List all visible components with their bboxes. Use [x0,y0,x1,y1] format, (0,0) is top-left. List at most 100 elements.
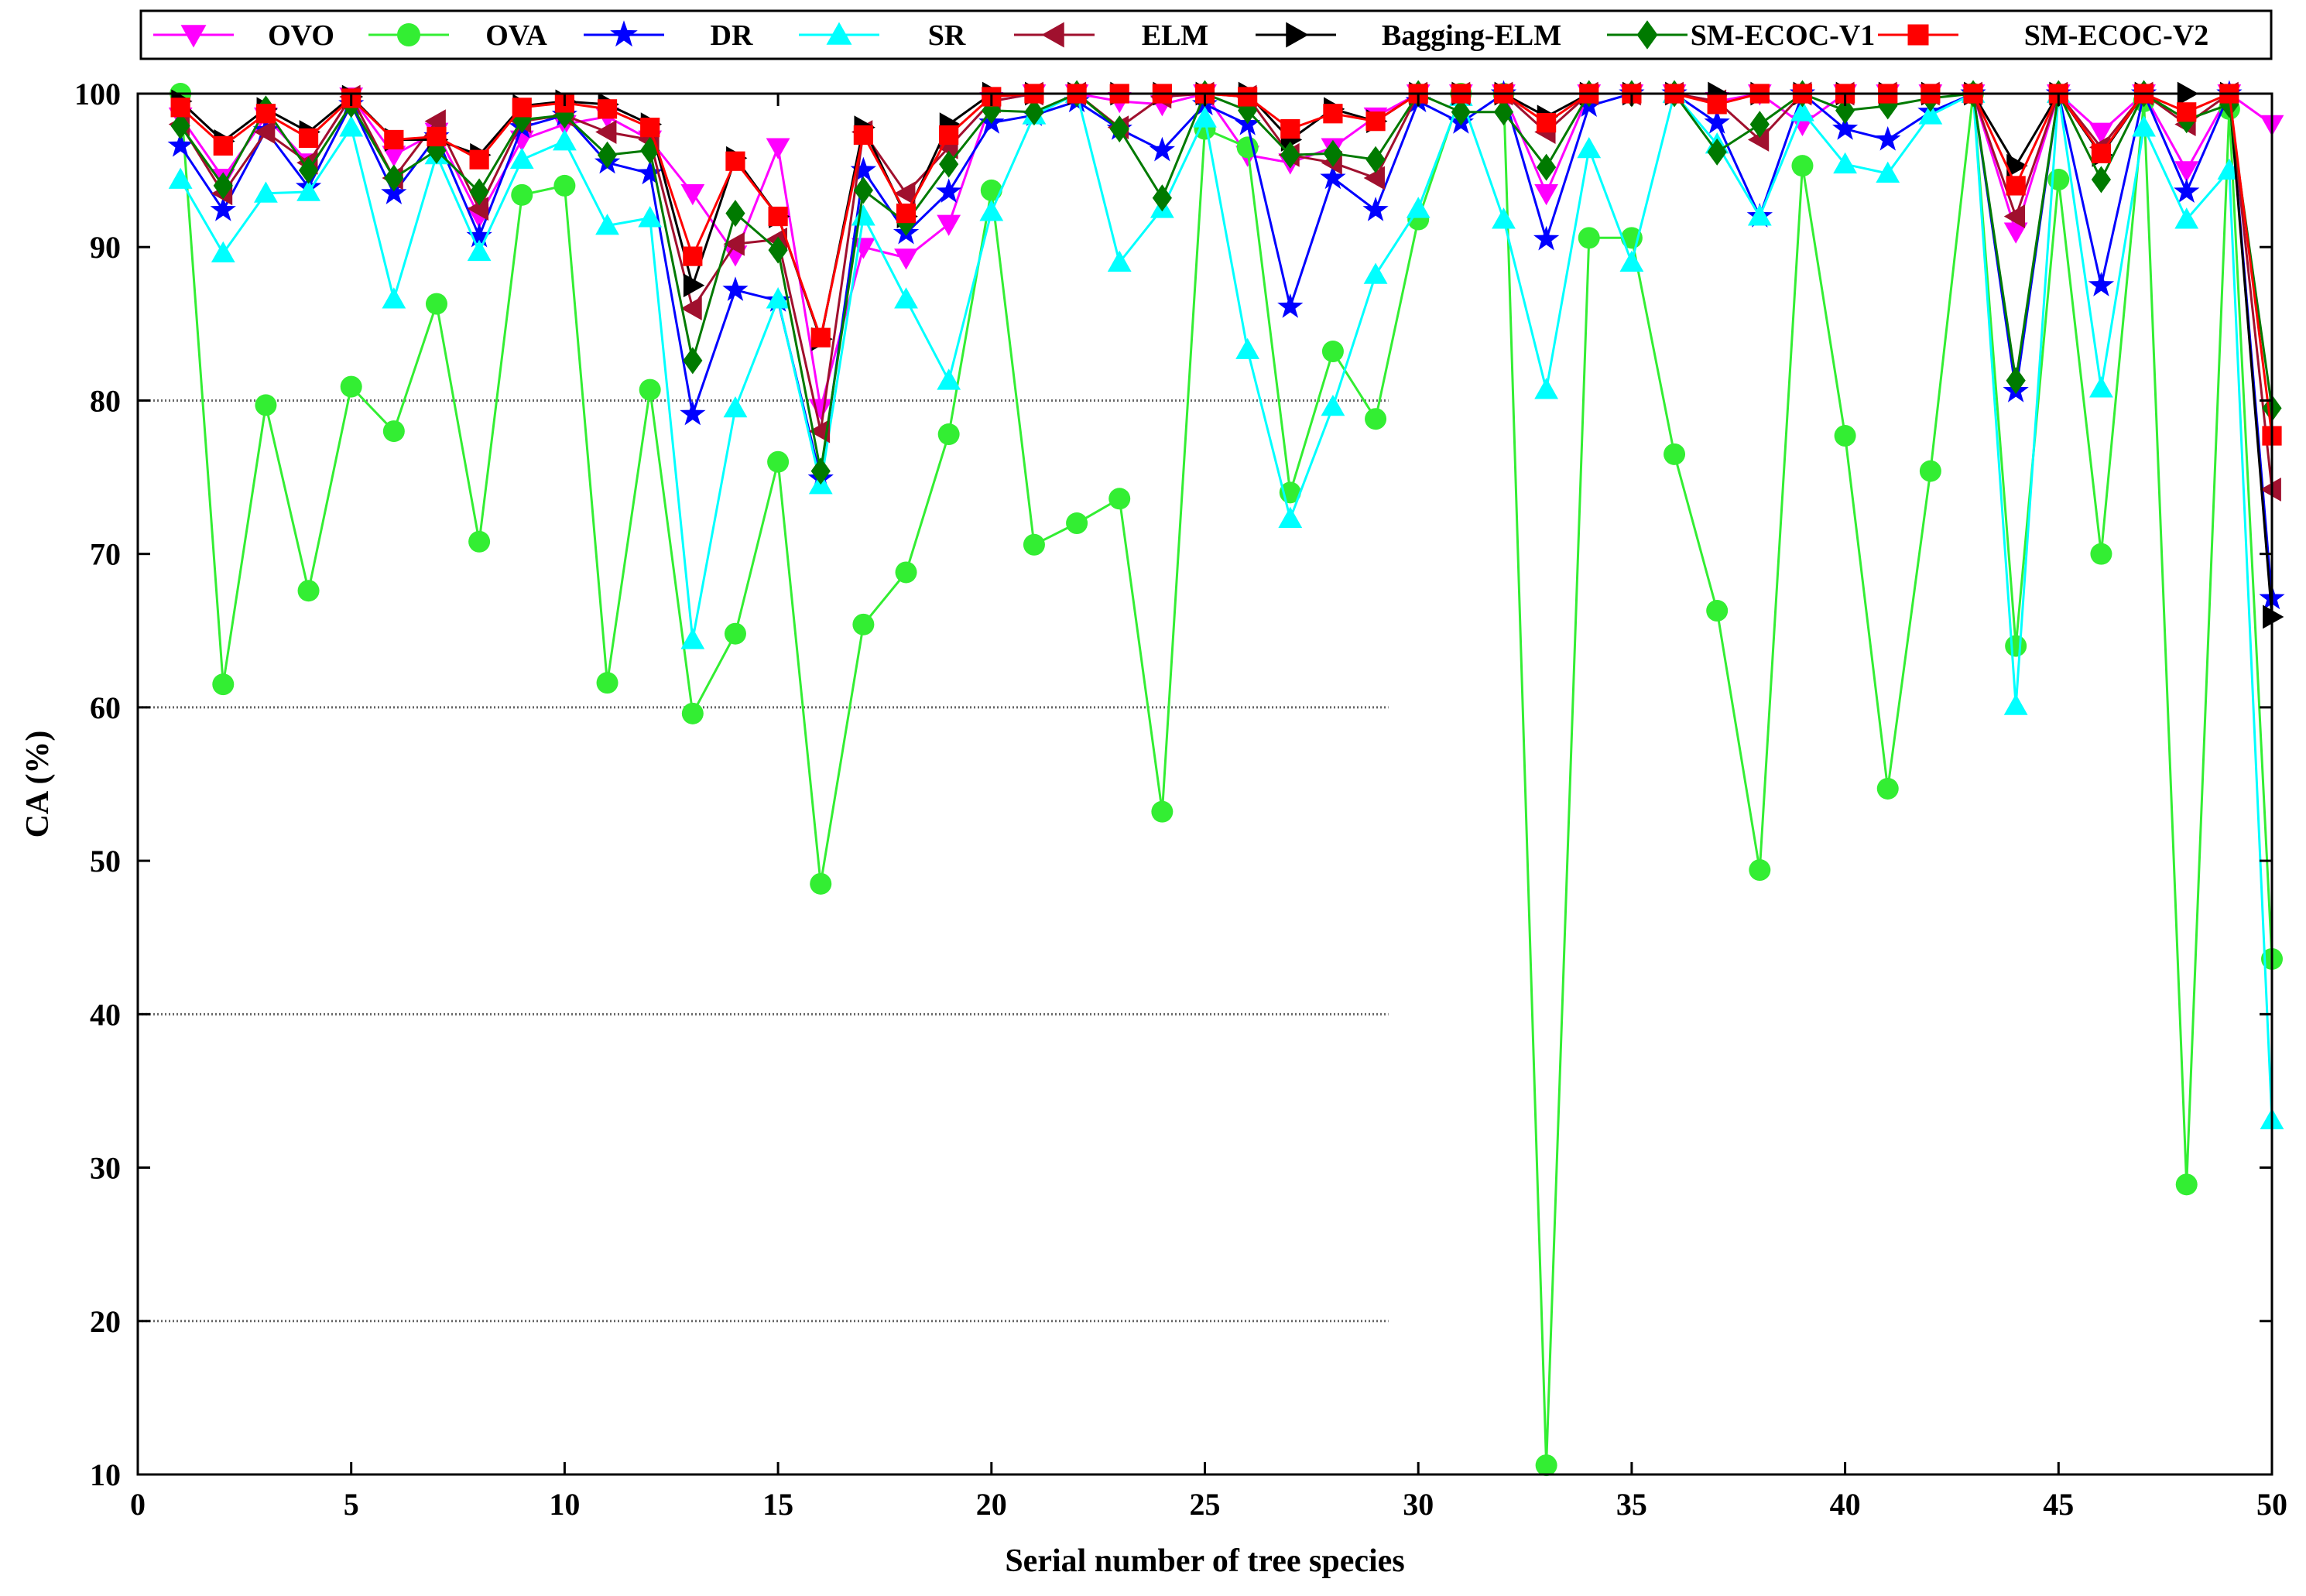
data-point-sr [894,287,918,309]
data-point-sm-ecoc-v1 [768,236,788,264]
data-point-ova [895,561,917,584]
data-point-dr [1320,164,1346,190]
data-point-sr [1534,378,1559,399]
data-point-ovo [2174,161,2199,183]
data-point-elm [680,296,702,320]
legend-marker-dr [610,20,638,47]
legend-label-bagging-elm: Bagging-ELM [1382,19,1561,52]
data-point-sr [1363,262,1388,284]
data-point-ova [1749,859,1771,882]
data-point-dr [1704,109,1730,134]
legend-label-ova: OVA [485,19,547,52]
data-point-elm [467,197,489,221]
data-point-bagging-elm [2006,153,2028,178]
data-point-sm-ecoc-v1 [1024,98,1044,126]
x-tick-label: 0 [130,1487,146,1522]
data-point-sm-ecoc-v1 [683,347,703,375]
data-point-dr [1832,115,1859,140]
data-point-sm-ecoc-v2 [683,246,703,266]
data-point-sm-ecoc-v2 [896,204,917,224]
data-point-sm-ecoc-v2 [725,151,745,171]
series-ova [170,83,2283,1477]
legend-label-dr: DR [711,19,753,52]
y-tick-label: 60 [90,690,121,725]
data-point-sr [382,287,406,309]
data-point-ova [1791,155,1814,177]
data-point-sm-ecoc-v2 [1238,87,1258,107]
data-point-sm-ecoc-v2 [1537,113,1557,133]
x-tick-label: 15 [762,1487,793,1522]
data-point-sm-ecoc-v1 [2091,166,2112,194]
data-point-sr [2089,376,2113,398]
data-point-sm-ecoc-v1 [810,457,831,485]
data-point-sr [680,628,705,649]
data-point-sr [1876,161,1900,183]
data-point-sr [638,206,663,228]
data-point-sr [1918,103,1943,125]
data-point-sm-ecoc-v1 [1493,98,1514,126]
data-point-sr [2174,207,2199,229]
data-point-ova [1706,600,1729,622]
data-point-sr [1833,152,1857,174]
data-point-ova [1108,488,1131,510]
legend-marker-bagging-elm [1286,22,1309,48]
data-point-ova [1321,341,1344,363]
data-point-sr [1577,136,1602,159]
data-point-sr [851,204,875,226]
legend-label-sm-ecoc-v2: SM-ECOC-V2 [2024,19,2209,52]
data-point-ovo [937,214,961,236]
legend-marker-sr [826,22,852,45]
data-point-ova [511,183,533,206]
data-point-ova [1664,443,1686,465]
data-point-ova [1066,512,1088,535]
data-point-ovo [894,248,918,270]
data-point-ova [1365,408,1387,430]
data-point-ovo [680,183,705,206]
legend-marker-elm [1041,22,1064,48]
x-tick-label: 35 [1616,1487,1647,1522]
y-tick-label: 40 [90,997,121,1032]
data-point-dr [850,156,876,182]
x-tick-label: 5 [344,1487,359,1522]
data-point-sm-ecoc-v1 [1280,141,1300,169]
data-point-sm-ecoc-v2 [853,125,873,146]
data-point-ova [639,378,661,401]
x-tick-label: 45 [2043,1487,2074,1522]
x-tick-label: 30 [1403,1487,1434,1522]
legend-marker-ovo [180,25,207,48]
data-point-sm-ecoc-v1 [1707,138,1727,166]
data-point-sr [467,239,492,262]
y-tick-label: 80 [90,383,121,418]
data-point-sm-ecoc-v1 [170,112,190,140]
data-point-elm [1747,128,1770,152]
legend: OVO OVA DR SR ELM Bagging-ELM SM-ECOC-V1 SM-ECO… [139,9,2273,60]
data-point-elm [723,231,745,256]
data-point-sm-ecoc-v2 [2006,176,2026,196]
data-point-sm-ecoc-v1 [384,164,404,192]
data-point-elm [2003,204,2026,228]
data-point-ova [255,394,277,416]
data-point-sm-ecoc-v1 [2006,367,2026,395]
data-point-ova [1535,1454,1557,1477]
x-tick-label: 40 [1830,1487,1861,1522]
data-point-sm-ecoc-v1 [1749,111,1770,139]
data-point-sm-ecoc-v1 [1323,139,1343,167]
data-point-ova [1236,136,1259,159]
y-tick-label: 90 [90,230,121,265]
data-point-sm-ecoc-v2 [298,128,319,149]
data-point-sm-ecoc-v2 [1323,104,1343,124]
data-point-sm-ecoc-v1 [939,150,959,178]
data-point-elm [2260,478,2281,502]
data-point-sm-ecoc-v2 [384,129,404,150]
series-line-sr [179,92,2273,1121]
legend-marker-sm-ecoc-v2 [1907,24,1929,46]
data-point-ova [724,622,746,645]
data-point-ovo [766,138,790,159]
data-point-sm-ecoc-v1 [1451,98,1471,126]
data-point-sm-ecoc-v2 [213,135,233,156]
y-tick-label: 100 [74,77,121,111]
data-point-sm-ecoc-v2 [768,206,788,227]
data-point-dr [1362,197,1389,221]
data-point-ova [382,420,405,443]
data-point-ova [1876,777,1899,800]
